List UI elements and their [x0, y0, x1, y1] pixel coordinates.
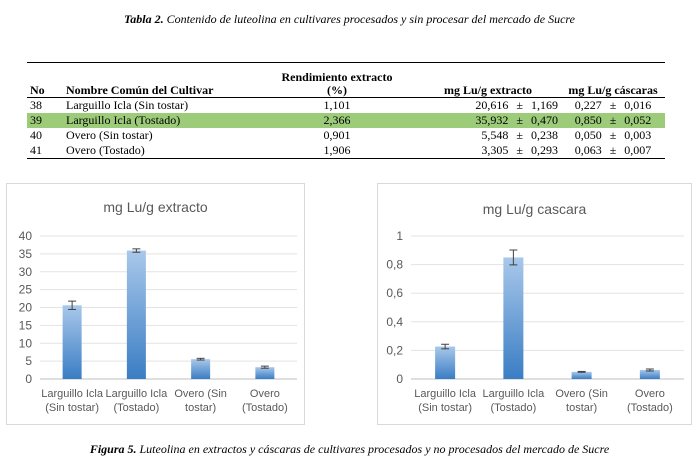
bar: [126, 250, 146, 379]
bar: [639, 369, 660, 379]
x-tick-label: Larguillo Icla: [41, 388, 104, 400]
y-tick-label: 40: [19, 229, 33, 243]
header-extract: mg Lu/g extracto: [444, 83, 532, 97]
extract-chart-title: mg Lu/g extracto: [103, 199, 208, 215]
y-tick-label: 0,8: [386, 258, 403, 272]
bar: [571, 371, 592, 379]
y-tick-label: 10: [19, 336, 33, 350]
cell-name: Larguillo Icla (Sin tostar): [66, 98, 189, 112]
table-caption-label: Tabla 2.: [124, 12, 164, 26]
x-tick-label: (Sin tostar): [45, 402, 99, 414]
y-tick-label: 35: [19, 247, 33, 261]
luteolin-table: No Nombre Común del Cultivar Rendimiento…: [27, 62, 665, 159]
x-tick-label: (Tostado): [490, 402, 536, 414]
cell-no: 40: [30, 128, 42, 142]
header-yield-line1: Rendimiento extracto: [281, 70, 393, 84]
y-tick-label: 20: [19, 301, 33, 315]
y-tick-label: 15: [19, 318, 33, 332]
peel-chart: mg Lu/g cascara 0 0,2 0,4 0,6 0,8 1 Larguillo …: [377, 183, 692, 425]
cell-peel: 0,063 ±0,007: [574, 143, 652, 157]
cell-extract: 5,548 ±0,238: [481, 128, 558, 142]
plus-minus: ±: [609, 128, 617, 142]
bar: [435, 346, 456, 379]
cell-peel: 0,850 ±0,052: [561, 113, 665, 128]
plus-minus: ±: [609, 98, 617, 112]
peel-chart-svg: 0 0,2 0,4 0,6 0,8 1 Larguillo Icla (Sin tostar)…: [386, 229, 684, 414]
header-name: Nombre Común del Cultivar: [66, 83, 214, 97]
x-tick-label: Overo: [635, 388, 665, 400]
plus-minus: ±: [609, 143, 617, 157]
table-row: 38 Larguillo Icla (Sin tostar) 1,101 20,616…: [27, 98, 665, 114]
bar: [62, 305, 82, 379]
cell-yield: 0,901: [323, 128, 351, 142]
cell-peel: 0,050 ±0,003: [574, 128, 652, 142]
header-yield-line2: (%): [327, 83, 347, 97]
x-tick-label: Larguillo Icla: [105, 388, 168, 400]
cell-yield: 1,101: [323, 98, 351, 112]
cell-no: 39: [27, 113, 63, 128]
y-tick-label: 0,4: [386, 315, 403, 329]
table-header-row: No Nombre Común del Cultivar Rendimiento…: [27, 62, 665, 98]
table-row: 40 Overo (Sin tostar) 0,901 5,548 ±0,238 0,05…: [27, 128, 665, 143]
x-tick-label: (Sin tostar): [418, 402, 472, 414]
figure-caption: Figura 5. Luteolina en extractos y cásca…: [0, 442, 699, 457]
x-tick-label: Larguillo Icla: [482, 388, 545, 400]
y-tick-label: 25: [19, 283, 33, 297]
x-tick-label: Overo: [250, 388, 280, 400]
x-tick-label: Larguillo Icla: [414, 388, 477, 400]
y-tick-label: 0: [396, 372, 403, 386]
table-row: 41 Overo (Tostado) 1,906 3,305 ±0,293 0,063 ±0…: [27, 143, 665, 159]
cell-yield: 2,366: [259, 113, 415, 128]
cell-extract: 3,305 ±0,293: [481, 143, 558, 157]
y-tick-label: 30: [19, 265, 33, 279]
header-yield: Rendimiento extracto (%): [259, 63, 415, 98]
figure-caption-text: Luteolina en extractos y cáscaras de cul…: [139, 442, 610, 456]
peel-chart-title: mg Lu/g cascara: [482, 201, 587, 217]
figure-caption-label: Figura 5.: [89, 442, 137, 456]
x-tick-label: Overo (Sin: [555, 388, 608, 400]
x-tick-label: Overo (Sin: [174, 388, 227, 400]
cell-no: 41: [30, 143, 42, 157]
y-tick-label: 0: [25, 372, 32, 386]
table-caption: Tabla 2. Contenido de luteolina en culti…: [0, 12, 699, 27]
bar: [503, 257, 524, 379]
y-tick-label: 1: [396, 229, 403, 243]
cell-name: Larguillo Icla (Tostado): [63, 113, 259, 128]
header-peel: mg Lu/g cáscaras: [568, 83, 658, 97]
plus-minus: ±: [516, 113, 523, 127]
plus-minus: ±: [609, 113, 617, 127]
y-tick-label: 5: [25, 354, 32, 368]
extract-chart: mg Lu/g extracto 0 5 10 15 20 25 30 35 40 Larguil…: [6, 183, 305, 425]
x-tick-label: tostar): [566, 402, 597, 414]
cell-extract: 20,616 ±1,169: [475, 98, 558, 112]
plus-minus: ±: [516, 128, 523, 142]
cell-name: Overo (Tostado): [66, 143, 145, 157]
x-tick-label: (Tostado): [113, 402, 159, 414]
bar: [191, 359, 211, 379]
cell-no: 38: [30, 98, 42, 112]
x-tick-label: (Tostado): [627, 402, 673, 414]
bar: [255, 367, 275, 379]
extract-chart-svg: 0 5 10 15 20 25 30 35 40 Larguillo Icla (Sin tosta…: [19, 229, 297, 414]
table-row: 39 Larguillo Icla (Tostado) 2,366 35,932 ±0,…: [27, 113, 665, 128]
plus-minus: ±: [516, 98, 523, 112]
cell-name: Overo (Sin tostar): [66, 128, 153, 142]
table-caption-text: Contenido de luteolina en cultivares pro…: [166, 12, 575, 26]
header-no: No: [30, 83, 45, 97]
x-tick-label: tostar): [185, 402, 216, 414]
cell-peel: 0,227 ±0,016: [574, 98, 652, 112]
x-tick-label: (Tostado): [242, 402, 288, 414]
y-tick-label: 0,2: [386, 343, 403, 357]
cell-yield: 1,906: [323, 143, 351, 157]
y-tick-label: 0,6: [386, 286, 403, 300]
cell-extract: 35,932 ±0,470: [415, 113, 561, 128]
plus-minus: ±: [516, 143, 523, 157]
